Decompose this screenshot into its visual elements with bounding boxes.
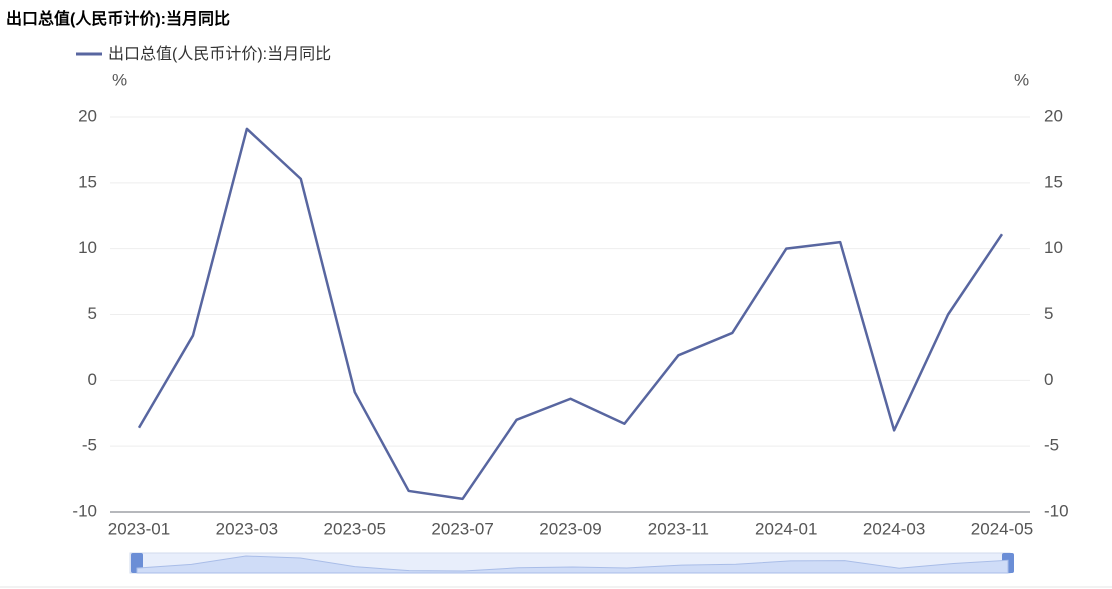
y2-tick-label: 10 bbox=[1044, 238, 1063, 257]
x-tick-label: 2023-01 bbox=[108, 519, 170, 538]
y-tick-label: 10 bbox=[78, 238, 97, 257]
y2-tick-label: 20 bbox=[1044, 106, 1063, 125]
y-tick-label: 5 bbox=[88, 304, 97, 323]
y2-tick-label: -10 bbox=[1044, 501, 1069, 520]
x-tick-label: 2024-03 bbox=[863, 519, 925, 538]
x-tick-label: 2023-09 bbox=[539, 519, 601, 538]
y2-tick-label: -5 bbox=[1044, 436, 1059, 455]
y-tick-label: 15 bbox=[78, 172, 97, 191]
y2-tick-label: 0 bbox=[1044, 370, 1053, 389]
y-tick-label: 20 bbox=[78, 106, 97, 125]
y2-tick-label: 15 bbox=[1044, 172, 1063, 191]
chart-title: 出口总值(人民币计价):当月同比 bbox=[6, 9, 230, 28]
y2-tick-label: 5 bbox=[1044, 304, 1053, 323]
x-tick-label: 2023-05 bbox=[324, 519, 386, 538]
y-tick-label: -10 bbox=[72, 501, 97, 520]
zoom-preview bbox=[136, 555, 1009, 574]
series-line bbox=[137, 127, 1004, 501]
y-tick-label: -5 bbox=[82, 436, 97, 455]
x-tick-label: 2023-03 bbox=[216, 519, 278, 538]
x-tick-label: 2024-05 bbox=[971, 519, 1033, 538]
x-tick-label: 2024-01 bbox=[755, 519, 817, 538]
legend-label: 出口总值(人民币计价):当月同比 bbox=[108, 45, 331, 63]
y-unit: % bbox=[112, 70, 127, 89]
x-tick-label: 2023-11 bbox=[648, 519, 709, 538]
x-tick-label: 2023-07 bbox=[431, 519, 493, 538]
y2-unit: % bbox=[1014, 70, 1029, 89]
y-tick-label: 0 bbox=[88, 370, 97, 389]
